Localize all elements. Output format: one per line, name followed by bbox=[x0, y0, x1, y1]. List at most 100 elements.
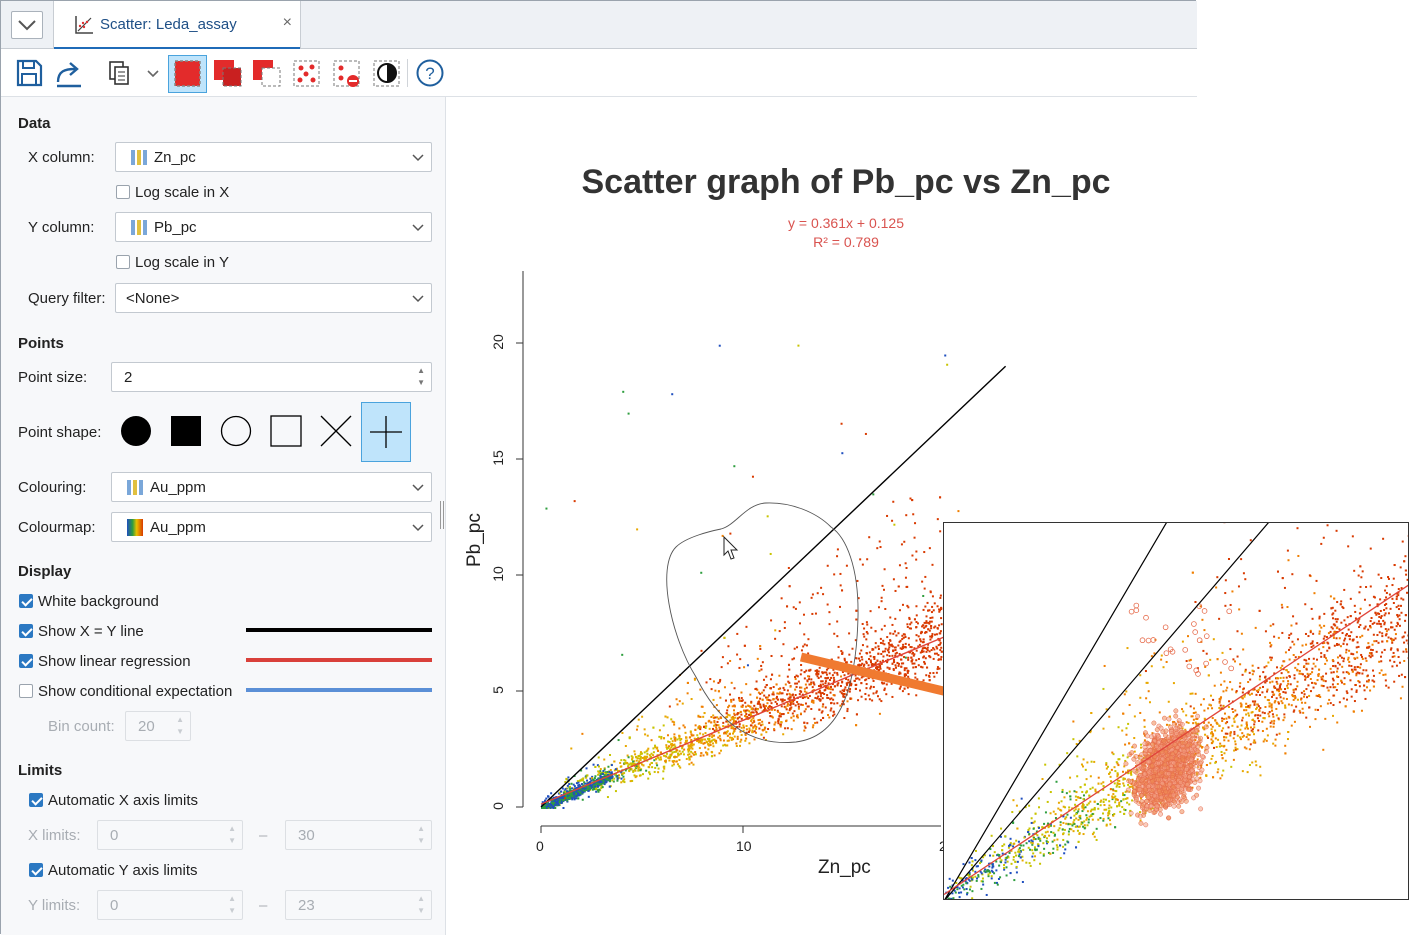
shape-filled-square-button[interactable] bbox=[162, 402, 210, 460]
scatter-point bbox=[1209, 704, 1212, 707]
scatter-point bbox=[1219, 707, 1222, 710]
scatter-point bbox=[840, 422, 843, 425]
scatter-point bbox=[754, 688, 757, 691]
bin-count-stepper[interactable]: 20 ▲ ▼ bbox=[125, 711, 191, 741]
scatter-point bbox=[815, 692, 818, 695]
scatter-point bbox=[1368, 654, 1371, 657]
step-down-icon[interactable]: ▼ bbox=[228, 836, 236, 845]
step-up-icon[interactable]: ▲ bbox=[417, 894, 425, 903]
step-up-icon[interactable]: ▲ bbox=[417, 366, 425, 375]
step-down-icon[interactable]: ▼ bbox=[176, 727, 184, 736]
chevron-down-icon bbox=[147, 70, 159, 78]
shape-filled-circle-button[interactable] bbox=[112, 402, 160, 460]
scatter-point bbox=[739, 710, 742, 713]
linear-regression-colour-swatch[interactable] bbox=[246, 658, 432, 662]
step-up-icon[interactable]: ▲ bbox=[176, 715, 184, 724]
tab-list-dropdown[interactable] bbox=[11, 11, 43, 39]
y-column-select[interactable]: Pb_pc bbox=[115, 212, 432, 242]
scatter-point bbox=[1046, 800, 1049, 803]
step-down-icon[interactable]: ▼ bbox=[417, 906, 425, 915]
scatter-point bbox=[860, 682, 863, 685]
scatter-point bbox=[591, 775, 594, 778]
scatter-point bbox=[1369, 626, 1372, 629]
x-min-stepper[interactable]: 0 ▲ ▼ bbox=[97, 820, 243, 850]
scatter-point bbox=[1218, 701, 1221, 704]
shape-open-square-button[interactable] bbox=[262, 402, 310, 460]
remove-from-selection-button[interactable] bbox=[249, 55, 285, 91]
auto-x-limits-checkbox[interactable] bbox=[29, 793, 43, 807]
xy-line-colour-swatch[interactable] bbox=[246, 628, 432, 632]
colourmap-select[interactable]: Au_ppm bbox=[111, 512, 432, 542]
scatter-point bbox=[1393, 628, 1396, 631]
scatter-point bbox=[1371, 643, 1374, 646]
x-max-stepper[interactable]: 30 ▲ ▼ bbox=[285, 820, 432, 850]
scatter-point bbox=[1301, 707, 1304, 710]
scatter-point bbox=[980, 880, 983, 883]
add-to-selection-button[interactable] bbox=[210, 55, 246, 91]
y-min-stepper[interactable]: 0 ▲ ▼ bbox=[97, 890, 243, 920]
save-button[interactable] bbox=[11, 55, 47, 91]
point-size-stepper[interactable]: 2 ▲ ▼ bbox=[111, 362, 432, 392]
scatter-point bbox=[791, 694, 794, 697]
scatter-point bbox=[819, 685, 822, 688]
y-max-stepper[interactable]: 23 ▲ ▼ bbox=[285, 890, 432, 920]
x-column-select[interactable]: Zn_pc bbox=[115, 142, 432, 172]
xy-line-checkbox[interactable] bbox=[19, 624, 33, 638]
help-button[interactable]: ? bbox=[412, 55, 448, 91]
select-points-button[interactable] bbox=[289, 55, 325, 91]
step-up-icon[interactable]: ▲ bbox=[228, 824, 236, 833]
scatter-point bbox=[1353, 668, 1356, 671]
invert-selection-button[interactable] bbox=[369, 55, 405, 91]
shape-cross-button[interactable] bbox=[312, 402, 360, 460]
scatter-point bbox=[910, 660, 913, 663]
export-button[interactable] bbox=[51, 55, 87, 91]
scatter-point bbox=[730, 698, 733, 701]
step-up-icon[interactable]: ▲ bbox=[228, 894, 236, 903]
step-down-icon[interactable]: ▼ bbox=[417, 836, 425, 845]
scatter-point bbox=[853, 679, 856, 682]
scatter-point bbox=[786, 689, 789, 692]
scatter-point bbox=[544, 804, 547, 807]
scatter-point bbox=[690, 734, 693, 737]
scatter-point bbox=[1100, 782, 1103, 785]
copy-button[interactable] bbox=[101, 55, 137, 91]
scatter-point bbox=[1342, 697, 1345, 700]
scatter-point bbox=[673, 743, 676, 746]
shape-open-circle-button[interactable] bbox=[212, 402, 260, 460]
auto-y-limits-checkbox[interactable] bbox=[29, 863, 43, 877]
scatter-point bbox=[1245, 747, 1248, 750]
copy-options-dropdown[interactable] bbox=[143, 55, 163, 91]
scatter-point bbox=[1233, 660, 1236, 663]
scatter-point bbox=[1329, 634, 1332, 637]
scatter-point bbox=[618, 774, 621, 777]
query-filter-select[interactable]: <None> bbox=[115, 283, 432, 313]
deselect-points-button[interactable] bbox=[329, 55, 365, 91]
log-x-checkbox[interactable] bbox=[116, 185, 130, 199]
scatter-point bbox=[871, 648, 874, 651]
scatter-point bbox=[863, 635, 866, 638]
shape-plus-button[interactable] bbox=[361, 402, 411, 462]
scatter-point bbox=[1144, 670, 1147, 673]
scatter-point bbox=[639, 774, 642, 777]
scatter-point bbox=[860, 655, 863, 658]
colouring-select[interactable]: Au_ppm bbox=[111, 472, 432, 502]
conditional-expectation-colour-swatch[interactable] bbox=[246, 688, 432, 692]
panel-splitter-handle[interactable] bbox=[440, 501, 444, 529]
white-background-checkbox[interactable] bbox=[19, 594, 33, 608]
scatter-point bbox=[598, 771, 601, 774]
tab-scatter[interactable]: Scatter: Leda_assay × bbox=[53, 1, 301, 50]
scatter-point bbox=[1356, 641, 1359, 644]
select-rectangle-button[interactable] bbox=[168, 55, 207, 93]
scatter-point bbox=[796, 714, 799, 717]
linear-regression-checkbox[interactable] bbox=[19, 654, 33, 668]
step-down-icon[interactable]: ▼ bbox=[417, 378, 425, 387]
scatter-point bbox=[1185, 714, 1188, 717]
scatter-point bbox=[1091, 833, 1094, 836]
conditional-expectation-checkbox[interactable] bbox=[19, 684, 33, 698]
log-y-checkbox[interactable] bbox=[116, 255, 130, 269]
close-icon[interactable]: × bbox=[282, 14, 292, 31]
step-up-icon[interactable]: ▲ bbox=[417, 824, 425, 833]
scatter-point bbox=[1072, 720, 1075, 723]
step-down-icon[interactable]: ▼ bbox=[228, 906, 236, 915]
scatter-point bbox=[688, 749, 691, 752]
